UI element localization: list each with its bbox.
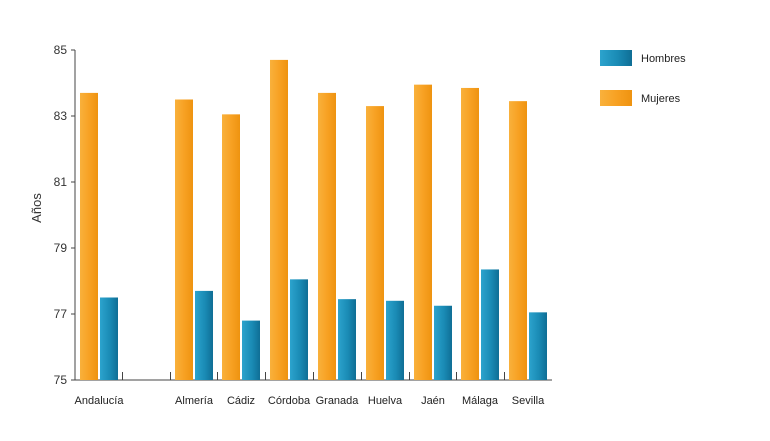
x-category-label: Huelva bbox=[368, 395, 403, 407]
axes bbox=[71, 49, 552, 381]
x-category-label: Andalucía bbox=[75, 395, 125, 407]
legend-label-mujeres: Mujeres bbox=[641, 93, 681, 105]
bar-hombres bbox=[290, 279, 308, 380]
x-category-label: Málaga bbox=[462, 395, 499, 407]
x-category-label: Jaén bbox=[421, 395, 445, 407]
bar-hombres bbox=[195, 290, 213, 380]
bar-mujeres bbox=[222, 114, 240, 380]
bar-hombres bbox=[100, 297, 118, 380]
x-category-label: Sevilla bbox=[512, 395, 545, 407]
x-category-label: Granada bbox=[316, 395, 360, 407]
x-category-label: Cádiz bbox=[227, 395, 255, 407]
y-axis-title: Años bbox=[29, 193, 44, 223]
bar-mujeres bbox=[80, 92, 98, 381]
bar-mujeres bbox=[366, 106, 384, 380]
bar-hombres bbox=[242, 320, 260, 380]
y-tick-label: 77 bbox=[54, 307, 68, 321]
x-category-label: Córdoba bbox=[268, 395, 311, 407]
y-tick-label: 85 bbox=[54, 43, 68, 57]
y-tick-label: 75 bbox=[54, 373, 68, 387]
bar-mujeres bbox=[175, 99, 193, 380]
y-tick-label: 81 bbox=[54, 175, 68, 189]
bars bbox=[80, 59, 547, 381]
bar-mujeres bbox=[461, 87, 479, 380]
legend-swatch-hombres bbox=[600, 50, 632, 66]
x-category-label: Almería bbox=[175, 395, 214, 407]
bar-hombres bbox=[338, 299, 356, 380]
legend-label-hombres: Hombres bbox=[641, 53, 686, 65]
legend: Hombres Mujeres bbox=[600, 50, 686, 106]
bar-hombres bbox=[386, 300, 404, 380]
bar-hombres bbox=[434, 305, 452, 380]
bar-mujeres bbox=[318, 92, 336, 381]
legend-swatch-mujeres bbox=[600, 90, 632, 106]
bar-hombres bbox=[529, 312, 547, 380]
bar-mujeres bbox=[414, 84, 432, 381]
bar-mujeres bbox=[270, 59, 288, 381]
y-tick-label: 83 bbox=[54, 109, 68, 123]
y-tick-label: 79 bbox=[54, 241, 68, 255]
labels: 75 77 79 81 83 85 Años Andalucía Almería Cádiz Cór… bbox=[29, 43, 545, 407]
bar-hombres bbox=[481, 269, 499, 380]
bar-mujeres bbox=[509, 101, 527, 381]
